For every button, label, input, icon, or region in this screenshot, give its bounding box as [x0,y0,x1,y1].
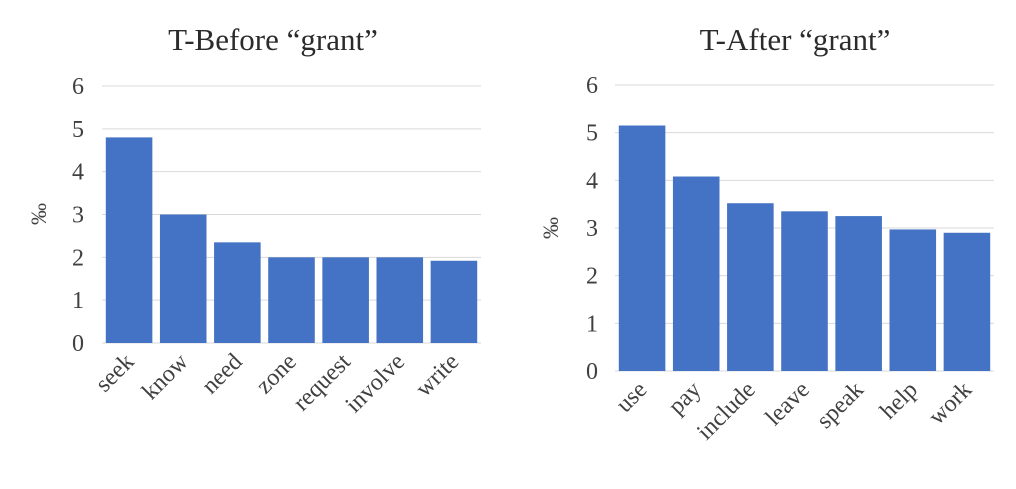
y-tick-label-after: 1 [586,311,598,337]
category-label-involve: involve [341,349,410,418]
bar-work [943,232,991,371]
bar-need [214,242,261,343]
y-tick-label-before: 6 [72,74,84,100]
category-label-pay: pay [664,377,707,420]
category-label-work: work [924,377,977,430]
bar-use [618,125,666,372]
category-label-speak: speak [812,377,869,434]
category-label-use: use [611,377,652,418]
category-label-write: write [411,349,464,402]
y-tick-label-after: 2 [586,264,598,290]
y-tick-label-after: 6 [586,73,598,99]
y-tick-label-before: 2 [72,245,84,271]
bar-request [322,257,369,343]
bar-speak [835,216,882,371]
y-axis-label-after: ‰ [538,217,563,239]
y-tick-label-after: 4 [586,168,598,194]
category-label-know: know [137,348,194,405]
bar-involve [376,257,424,343]
bar-write [430,260,478,343]
y-axis-label-before: ‰ [26,203,51,225]
y-tick-label-after: 0 [586,359,598,385]
category-label-need: need [197,349,247,399]
y-tick-label-after: 3 [586,216,598,242]
category-label-include: include [692,377,760,445]
bar-zone [268,257,315,343]
chart-title-before: T-Before “grant” [168,22,378,57]
chart-title-after: T-After “grant” [700,22,891,57]
category-label-leave: leave [761,377,815,431]
category-label-seek: seek [91,349,140,398]
bar-leave [781,211,828,371]
y-tick-label-before: 3 [72,203,84,229]
bar-seek [105,137,153,343]
bar-help [889,229,937,371]
y-tick-label-after: 5 [586,121,598,147]
bar-know [159,214,207,343]
y-tick-label-before: 4 [72,160,84,186]
bar-include [727,203,774,371]
y-tick-label-before: 0 [72,331,84,357]
y-tick-label-before: 1 [72,288,84,314]
bar-pay [672,176,720,371]
category-label-help: help [875,377,923,425]
y-tick-label-before: 5 [72,117,84,143]
